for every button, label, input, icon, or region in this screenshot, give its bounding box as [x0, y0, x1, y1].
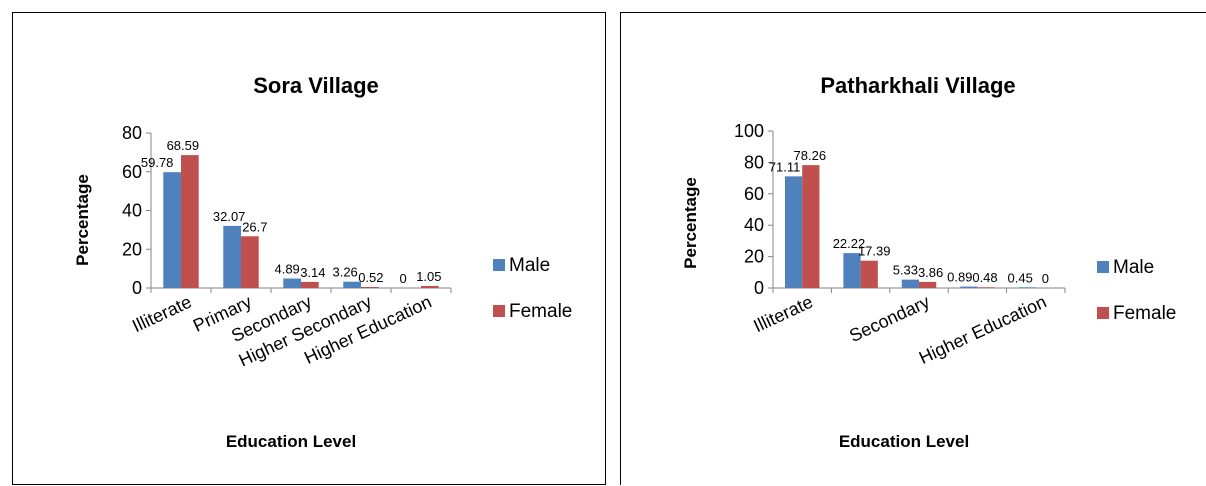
y-tick-label: 40: [744, 215, 764, 235]
chart-sora: Sora Village Percentage Education Level …: [73, 73, 572, 451]
bar-female: [919, 281, 937, 288]
legend-label-male: Male: [1113, 257, 1154, 278]
legend-label-female: Female: [509, 301, 572, 322]
bar-female: [860, 260, 878, 288]
bar-male: [784, 176, 803, 288]
x-axis-title: Education Level: [226, 432, 356, 451]
bar-female: [802, 165, 820, 288]
legend-swatch-male: [1097, 261, 1109, 273]
data-label: 59.78: [141, 155, 174, 170]
data-label: 1.05: [416, 269, 441, 284]
x-tick-label: Illiterate: [129, 291, 195, 336]
bar-male: [901, 279, 919, 288]
data-label: 3.14: [300, 265, 325, 280]
legend-label-male: Male: [509, 255, 550, 276]
y-axis-title: Percentage: [681, 177, 700, 269]
bar-male: [223, 225, 241, 288]
chart-patharkhali: Patharkhali Village Percentage Education…: [681, 73, 1176, 451]
data-label: 32.07: [213, 209, 246, 224]
data-label: 3.86: [918, 265, 943, 280]
legend-swatch-male: [493, 259, 505, 271]
data-label: 78.26: [794, 148, 827, 163]
data-label: 22.22: [833, 236, 866, 251]
y-tick-label: 20: [744, 247, 764, 267]
x-tick-label: Illiterate: [750, 291, 816, 336]
y-tick-label: 0: [132, 278, 142, 298]
data-label: 0.89: [947, 270, 972, 285]
data-label: 26.7: [242, 219, 267, 234]
y-tick-label: 40: [122, 201, 142, 221]
data-label: 68.59: [167, 138, 200, 153]
legend: Male Female: [1097, 257, 1176, 324]
data-label: 17.39: [858, 244, 891, 259]
data-label: 0: [400, 271, 407, 286]
data-label: 0.48: [972, 270, 997, 285]
y-tick-label: 20: [122, 239, 142, 259]
y-tick-label: 0: [754, 278, 764, 298]
data-label: 0: [1042, 271, 1049, 286]
bar-female: [241, 236, 259, 288]
legend-swatch-female: [493, 305, 505, 317]
legend-label-female: Female: [1113, 303, 1176, 324]
y-axis-title: Percentage: [73, 174, 92, 266]
bar-female: [421, 285, 439, 288]
bar-male: [843, 253, 861, 288]
data-label: 0.52: [358, 270, 383, 285]
y-tick-label: 60: [744, 184, 764, 204]
y-tick-label: 60: [122, 162, 142, 182]
bar-female: [361, 286, 379, 288]
chart-title: Sora Village: [253, 73, 379, 98]
y-tick-label: 100: [734, 121, 764, 141]
bar-female: [181, 155, 199, 288]
x-tick-label: Higher Education: [916, 291, 1050, 367]
data-label: 3.26: [332, 265, 357, 280]
bar-male: [283, 278, 301, 288]
x-axis-title: Education Level: [839, 432, 969, 451]
legend: Male Female: [493, 255, 572, 322]
chart-panel-sora: Sora Village Percentage Education Level …: [12, 12, 606, 485]
data-label: 0.45: [1008, 270, 1033, 285]
bar-male: [960, 286, 978, 288]
chart-panel-patharkhali: Patharkhali Village Percentage Education…: [620, 12, 1206, 485]
bar-female: [301, 281, 319, 288]
chart-title: Patharkhali Village: [820, 73, 1015, 98]
data-label: 5.33: [893, 263, 918, 278]
y-tick-label: 80: [122, 123, 142, 143]
data-label: 4.89: [274, 262, 299, 277]
bar-female: [977, 287, 995, 288]
data-label: 71.11: [769, 159, 801, 174]
bar-male: [343, 281, 361, 288]
bar-male: [1018, 287, 1036, 288]
y-tick-label: 80: [744, 152, 764, 172]
x-tick-label: Secondary: [846, 291, 932, 345]
legend-swatch-female: [1097, 307, 1109, 319]
plot-area: 02040608059.7868.59Illiterate32.0726.7Pr…: [122, 123, 452, 371]
bar-male: [163, 172, 181, 288]
